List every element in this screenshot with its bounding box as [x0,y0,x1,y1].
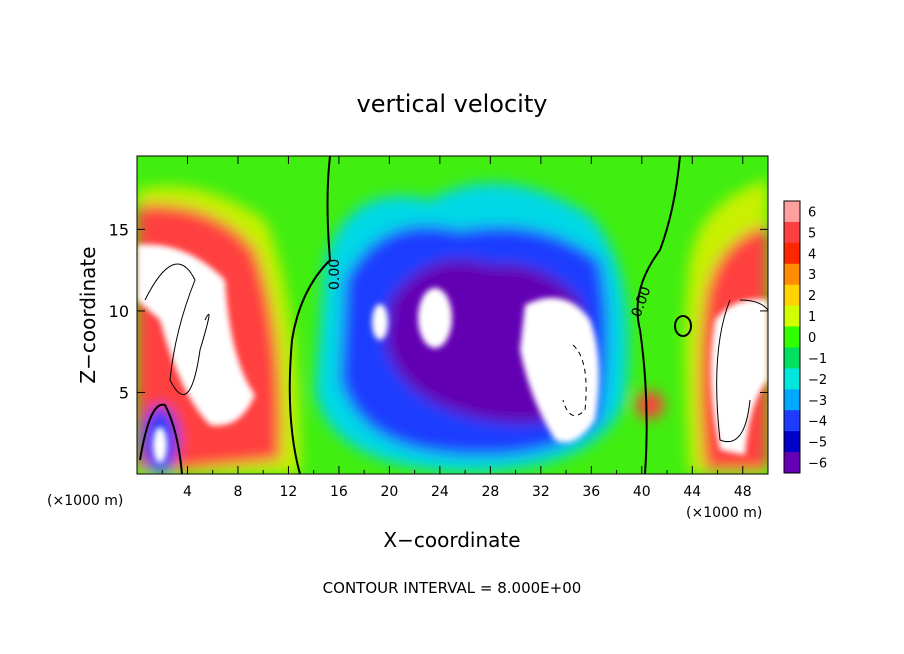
x-axis-label: X−coordinate [383,528,520,552]
colorbar-swatch [784,221,800,244]
zero-contour-lower-left [139,403,183,474]
negative-contour [562,344,587,417]
x-tick-label: 48 [734,484,752,500]
colorbar-swatch [784,305,800,328]
y-axis-label: Z−coordinate [76,246,100,383]
x-tick-label: 20 [380,484,398,500]
x-tick-label: 4 [183,484,192,500]
x-unit-left: (×1000 m) [47,493,123,509]
colorbar-label: −6 [808,457,827,472]
colorbar-swatch [784,410,800,432]
y-axis: 5 10 15 [109,220,768,402]
colorbar-label: −4 [808,415,827,430]
chart-title: vertical velocity [357,90,548,118]
colorbar-swatch [784,368,800,390]
x-tick-label: 12 [280,484,298,500]
saturated-core-2 [372,304,388,340]
x-tick-label: 28 [481,484,499,500]
colorbar: 6 5 4 3 2 1 0 −1 −2 −3 −4 −5 −6 [783,200,827,474]
colorbar-label: −1 [808,352,827,367]
x-tick-label: 24 [431,484,449,500]
colorbar-label: 3 [808,268,816,283]
y-tick-label: 15 [109,220,129,239]
saturated-lower-left [153,427,167,463]
x-tick-label: 44 [683,484,701,500]
plot-area: 0.00 0.00 [137,156,768,474]
colorbar-label: 1 [808,310,816,325]
colorbar-swatch [784,452,800,474]
colorbar-label: 5 [808,226,816,241]
colorbar-swatch [784,201,800,223]
saturated-core-1 [418,288,452,348]
warm-spot [636,391,664,419]
contour-interval-footer: CONTOUR INTERVAL = 8.000E+00 [323,579,582,597]
x-tick-label: 8 [233,484,242,500]
contour-label-left: 0.00 [327,259,343,290]
zero-contour-left [288,156,332,474]
zero-contour-right [636,156,681,474]
x-tick-label: 16 [330,484,348,500]
plot-frame [136,155,769,475]
colorbar-label: 2 [808,289,816,304]
positive-contour-right [716,299,768,442]
colorbar-label: 0 [808,331,816,346]
colorbar-label: −5 [808,436,827,451]
colorbar-swatch [784,389,800,411]
saturated-left [137,244,255,426]
y-tick-label: 5 [119,383,129,402]
x-tick-label: 36 [582,484,600,500]
colorbar-swatch [784,431,800,453]
x-unit-right: (×1000 m) [686,505,762,521]
colorbar-swatch [784,284,800,307]
colorbar-frame [783,200,801,474]
y-tick-label: 10 [109,302,129,321]
saturated-core-3 [520,297,599,443]
positive-contour-left [144,263,210,395]
colorbar-label: −3 [808,394,827,409]
colorbar-label: −2 [808,373,827,388]
colorbar-label: 6 [808,205,816,220]
x-tick-label: 40 [633,484,651,500]
x-tick-label: 32 [532,484,550,500]
colorbar-swatch [784,326,800,348]
colorbar-swatch [784,242,800,265]
colorbar-swatch [784,263,800,286]
zero-contour-ring [674,315,692,337]
saturated-right [711,299,768,455]
colorbar-label: 4 [808,247,816,262]
x-axis: 4 8 12 16 20 24 28 32 36 40 44 48 [161,156,752,500]
colorbar-swatch [784,347,800,369]
